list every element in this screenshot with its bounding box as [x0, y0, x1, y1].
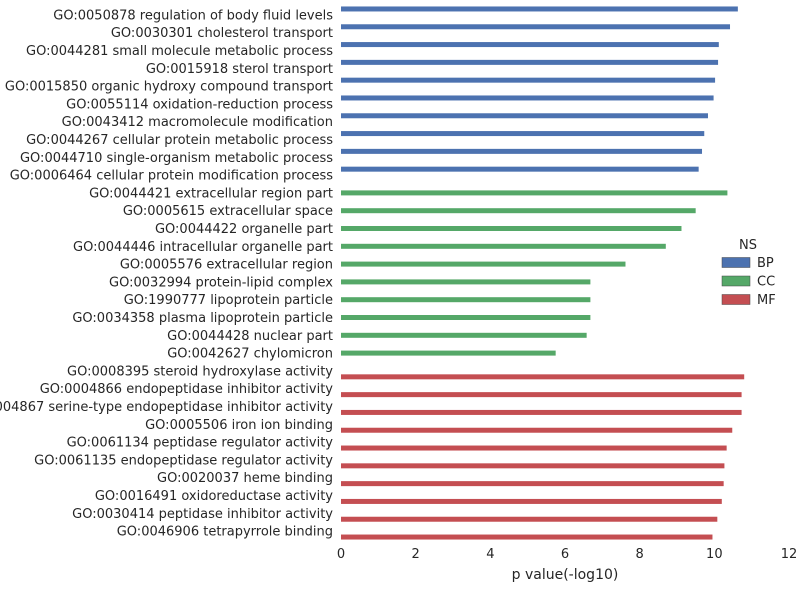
- category-label: GO:0008395 steroid hydroxylase activity: [67, 364, 333, 379]
- category-label: GO:0016491 oxidoreductase activity: [95, 489, 333, 504]
- x-tick-label: 6: [561, 547, 569, 562]
- x-tick-label: 12: [781, 547, 798, 562]
- bar: [341, 279, 591, 285]
- legend-entry: MF: [757, 293, 776, 308]
- bar: [341, 243, 666, 249]
- legend-entry: BP: [757, 256, 774, 271]
- bar: [341, 315, 591, 320]
- bar: [341, 166, 699, 172]
- bars: [341, 6, 745, 540]
- bar: [341, 24, 731, 30]
- x-tick-label: 4: [486, 547, 494, 562]
- bar: [341, 427, 733, 433]
- category-label: GO:0032994 protein-lipid complex: [109, 275, 333, 290]
- category-label: GO:0044446 intracellular organelle part: [73, 240, 333, 255]
- bar: [341, 498, 722, 504]
- bar: [341, 445, 727, 451]
- bar: [341, 350, 556, 356]
- category-label: GO:0004866 endopeptidase inhibitor activ…: [40, 382, 334, 397]
- legend-swatch: [721, 257, 751, 268]
- legend-title: NS: [739, 238, 757, 253]
- bar: [341, 208, 696, 214]
- bar: [341, 131, 705, 137]
- category-label: GO:0044428 nuclear part: [167, 329, 333, 344]
- legend: NS BP CC MF: [721, 238, 776, 308]
- bar: [341, 332, 587, 338]
- category-label: GO:0015850 organic hydroxy compound tran…: [5, 80, 333, 95]
- bar: [341, 463, 725, 469]
- bar: [341, 42, 719, 48]
- category-label: GO:1990777 lipoprotein particle: [124, 293, 333, 308]
- category-label: GO:0061134 peptidase regulator activity: [67, 436, 334, 451]
- bar: [341, 113, 708, 119]
- bar: [341, 95, 714, 101]
- bar: [341, 409, 742, 415]
- bar: [341, 59, 719, 65]
- bar: [341, 392, 742, 398]
- category-label: GO:0005615 extracellular space: [123, 204, 333, 219]
- legend-swatch: [721, 275, 751, 287]
- bar: [341, 534, 713, 540]
- category-label: GO:0044267 cellular protein metabolic pr…: [26, 133, 333, 148]
- bar: [341, 148, 703, 154]
- x-tick-label: 0: [337, 547, 345, 562]
- category-label: GO:0005506 iron ion binding: [145, 418, 333, 433]
- category-label: GO:0044281 small molecule metabolic proc…: [26, 44, 333, 59]
- x-axis: 0 2 4 6 8 10 12: [337, 547, 797, 562]
- bar: [341, 297, 591, 303]
- category-label: GO:0050878 regulation of body fluid leve…: [53, 8, 333, 23]
- category-label: GO:0004867 serine-type endopeptidase inh…: [0, 400, 333, 415]
- category-label: GO:0046906 tetrapyrrole binding: [117, 525, 333, 540]
- x-axis-label: p value(-log10): [512, 567, 619, 583]
- category-labels: GO:0050878 regulation of body fluid leve…: [0, 8, 333, 539]
- bar: [341, 261, 626, 267]
- category-label: GO:0042627 chylomicron: [167, 347, 333, 362]
- category-label: GO:0044422 organelle part: [155, 222, 333, 237]
- x-tick-label: 2: [412, 547, 420, 562]
- category-label: GO:0055114 oxidation-reduction process: [66, 97, 333, 112]
- legend-entry: CC: [757, 275, 775, 290]
- bar: [341, 6, 738, 12]
- x-tick-label: 8: [636, 547, 644, 562]
- x-tick-label: 10: [706, 547, 723, 562]
- category-label: GO:0043412 macromolecule modification: [62, 115, 333, 130]
- category-label: GO:0020037 heme binding: [157, 471, 333, 486]
- bar: [341, 190, 728, 196]
- bar: [341, 481, 724, 487]
- category-label: GO:0044710 single-organism metabolic pro…: [20, 151, 333, 166]
- bar: [341, 516, 718, 522]
- legend-swatch: [721, 294, 751, 305]
- bar: [341, 374, 745, 380]
- bar: [341, 226, 682, 231]
- category-label: GO:0034358 plasma lipoprotein particle: [72, 311, 333, 326]
- category-label: GO:0006464 cellular protein modification…: [10, 169, 333, 184]
- category-label: GO:0061135 endopeptidase regulator activ…: [34, 453, 333, 468]
- category-label: GO:0030301 cholesterol transport: [111, 26, 333, 41]
- category-label: GO:0005576 extracellular region: [120, 258, 333, 273]
- category-label: GO:0044421 extracellular region part: [89, 186, 333, 201]
- category-label: GO:0015918 sterol transport: [146, 62, 333, 77]
- category-label: GO:0030414 peptidase inhibitor activity: [72, 507, 333, 522]
- bar: [341, 77, 716, 83]
